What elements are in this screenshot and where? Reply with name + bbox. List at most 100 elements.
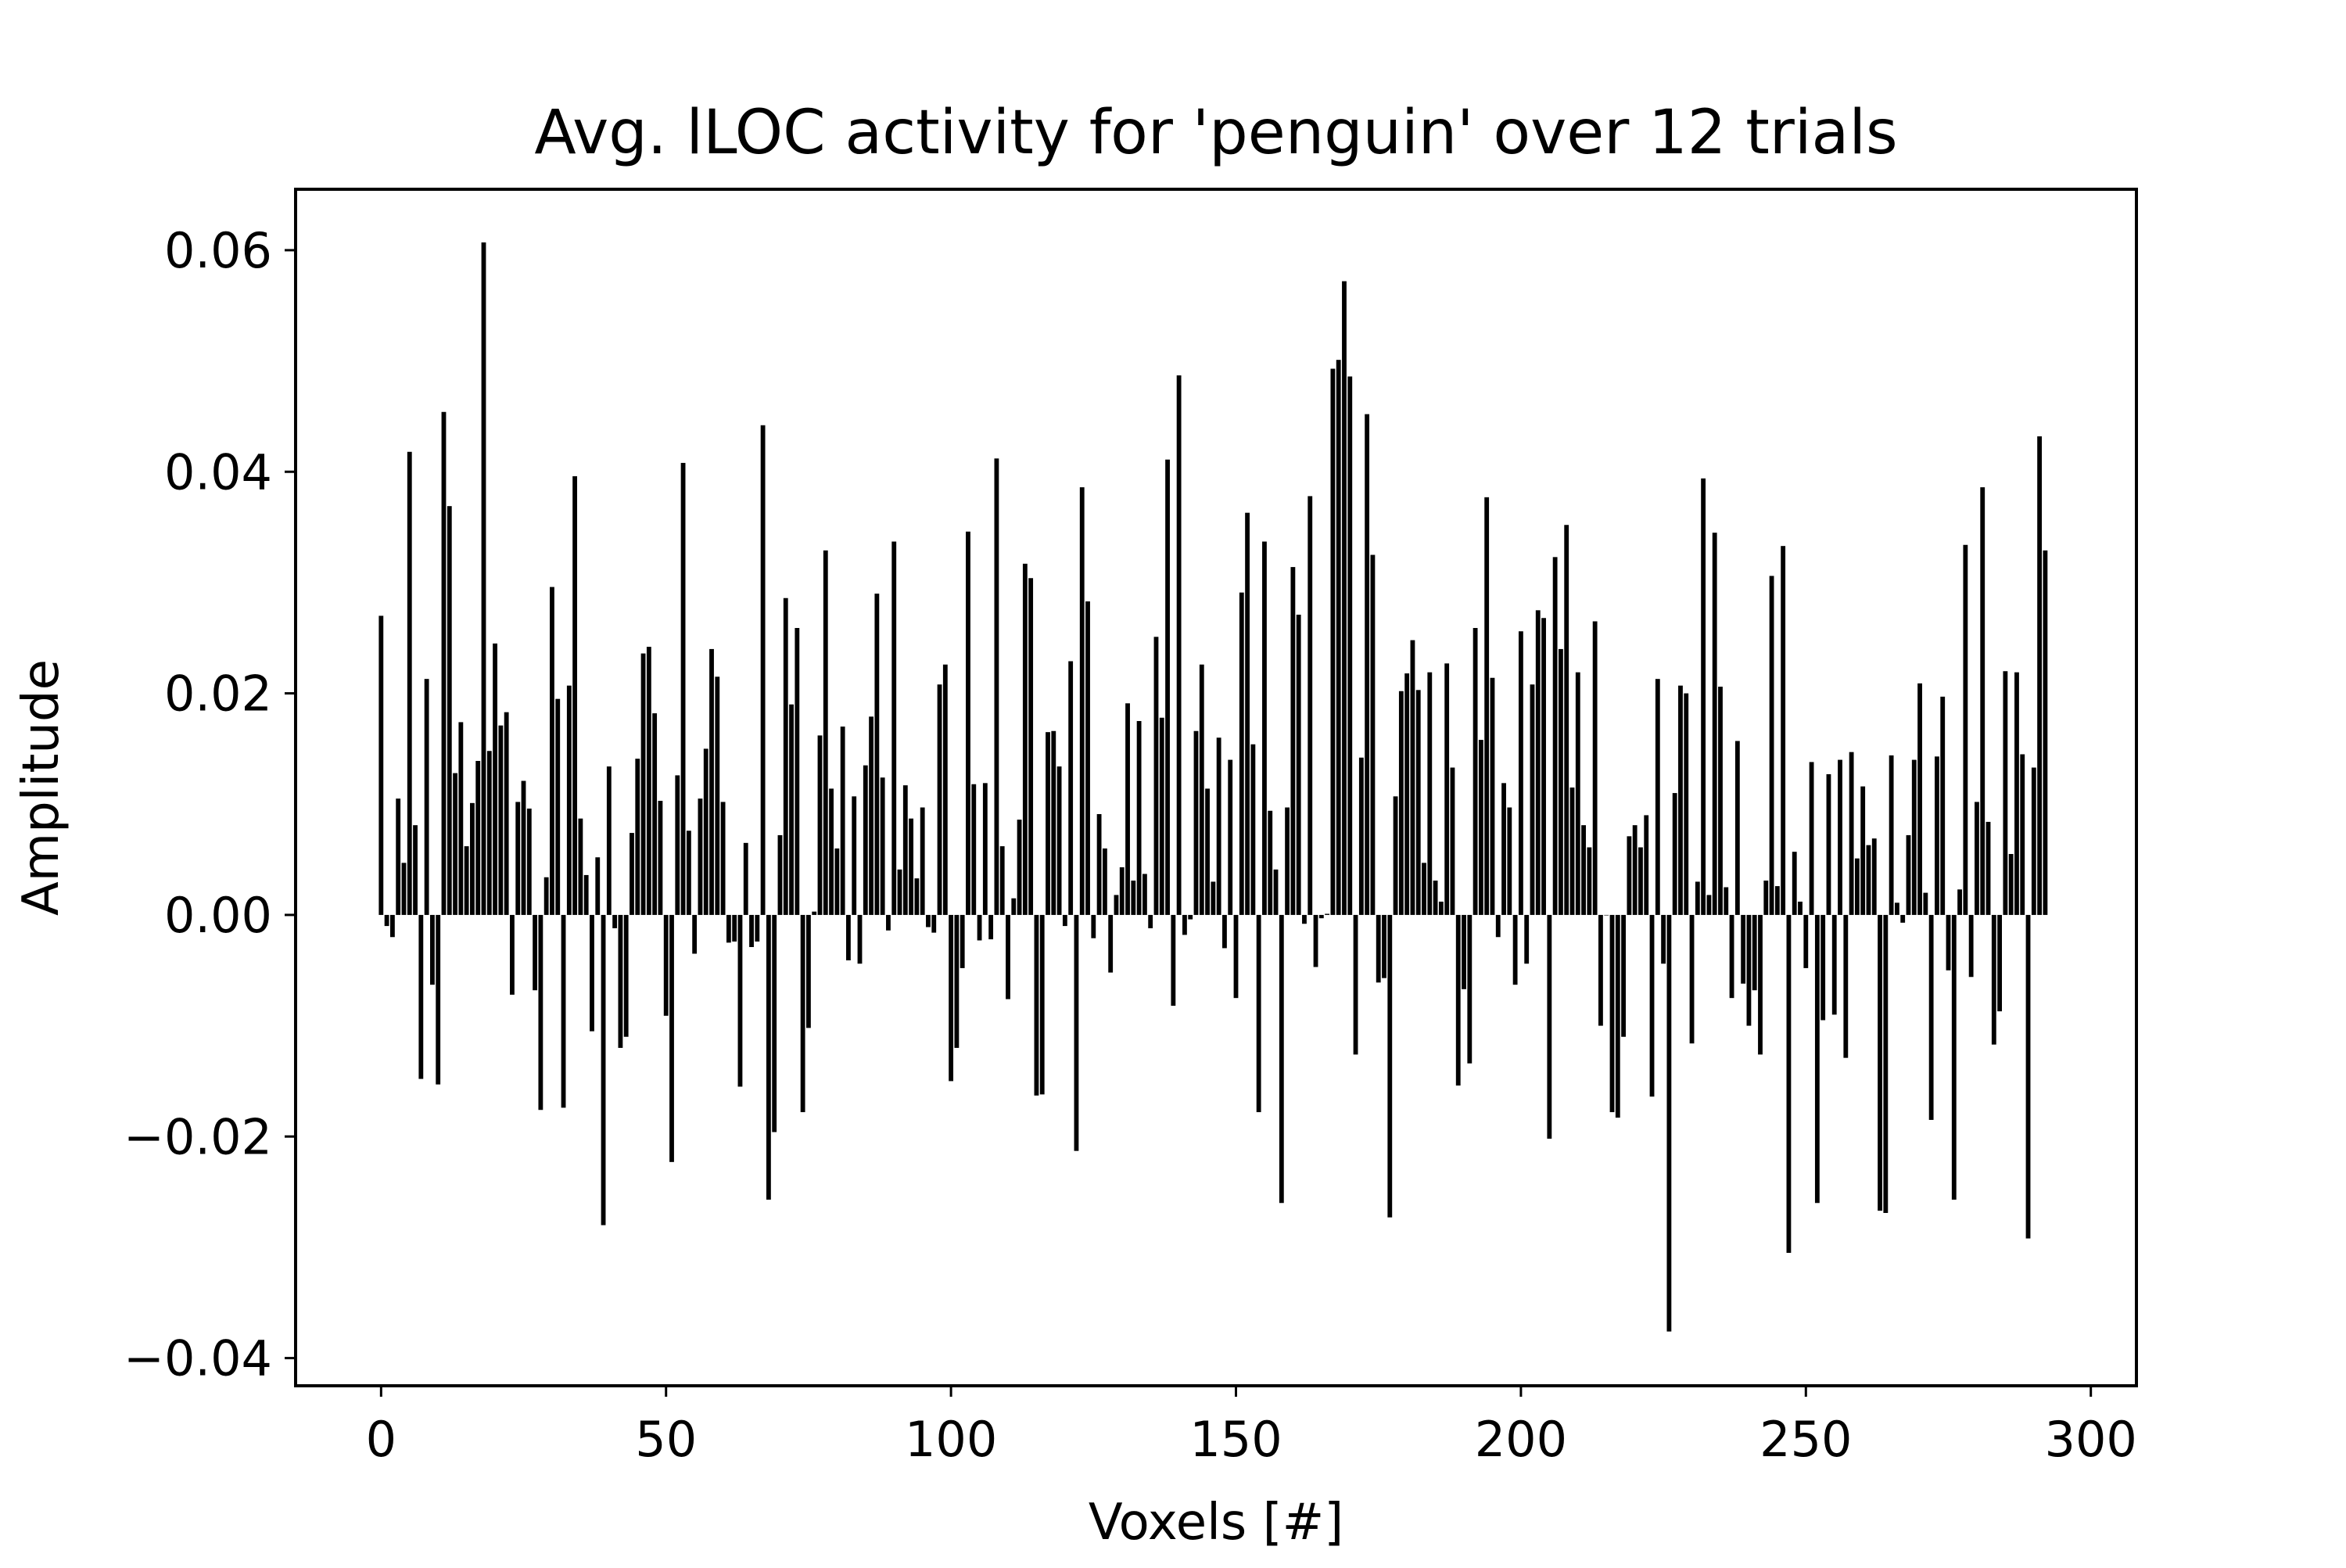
bar-voxel-225 [1661,914,1666,964]
bar-voxel-282 [1985,821,1991,915]
bar-voxel-136 [1153,637,1159,915]
bar-voxel-207 [1559,648,1563,915]
bar-voxel-196 [1495,914,1501,938]
bar-voxel-44 [630,833,634,915]
x-axis-ticks: 0 50 100 150 200 250 300 [366,1386,2137,1468]
bar-voxel-283 [1991,914,1996,1045]
bar-voxel-107 [988,914,994,940]
bar-voxel-91 [897,869,902,915]
bar-voxel-190 [1462,914,1466,989]
bar-voxel-278 [1963,544,1968,915]
bar-voxel-287 [2014,672,2019,915]
bar-voxel-2 [389,914,395,938]
bar-voxel-242 [1758,914,1763,1055]
bar-voxel-163 [1308,496,1313,915]
bar-voxel-94 [914,878,920,915]
bar-voxel-176 [1382,914,1386,978]
bar-voxel-96 [926,914,931,928]
x-tick-label: 250 [1760,1411,1852,1468]
bar-voxel-230 [1689,914,1695,1044]
bar-voxel-245 [1774,886,1780,915]
bar-voxel-285 [2003,671,2008,915]
bar-voxel-157 [1273,869,1279,915]
bar-voxel-134 [1142,874,1147,915]
bar-voxel-238 [1734,741,1740,915]
bar-voxel-263 [1878,914,1882,1211]
bar-voxel-165 [1318,914,1324,919]
bar-voxel-116 [1039,914,1045,1095]
bar-voxel-82 [846,914,851,960]
y-tick-label: 0.00 [164,887,272,944]
bar-voxel-79 [829,788,834,915]
bar-voxel-275 [1946,914,1951,971]
bar-voxel-255 [1831,914,1837,1015]
bar-voxel-142 [1188,914,1193,920]
bar-voxel-260 [1860,786,1866,915]
x-tick-label: 150 [1189,1411,1282,1468]
bar-voxel-228 [1678,685,1683,915]
bar-voxel-112 [1017,820,1022,915]
bar-voxel-55 [692,914,698,954]
bar-voxel-137 [1159,717,1164,915]
bar-voxel-192 [1473,628,1478,915]
bar-voxel-63 [737,914,743,1087]
bar-voxel-90 [891,541,897,915]
x-tick-label: 0 [366,1411,396,1468]
bar-voxel-221 [1638,847,1643,915]
bar-voxel-5 [407,451,412,915]
bar-voxel-200 [1518,631,1523,915]
bar-voxel-205 [1547,914,1552,1139]
bar-voxel-24 [515,802,521,915]
bar-voxel-122 [1074,914,1079,1151]
bar-voxel-150 [1233,914,1239,999]
bar-voxel-232 [1701,478,1706,915]
bar-voxel-216 [1609,914,1615,1113]
bar-voxel-188 [1450,767,1455,915]
x-tick-label: 50 [635,1411,697,1468]
bar-voxel-243 [1763,881,1769,915]
bar-voxel-147 [1216,737,1221,915]
bar-voxel-120 [1062,914,1067,927]
bar-voxel-276 [1951,914,1957,1200]
bar-voxel-277 [1957,889,1962,915]
bar-voxel-101 [954,914,960,1048]
bar-voxel-113 [1022,563,1028,915]
bar-voxel-199 [1512,914,1518,985]
bar-voxel-151 [1239,592,1244,915]
bar-voxel-198 [1507,807,1512,915]
bar-voxel-249 [1798,901,1803,915]
bar-voxel-146 [1211,881,1216,915]
bar-voxel-189 [1455,914,1461,1086]
bar-voxel-180 [1404,673,1410,915]
bar-voxel-219 [1627,836,1632,915]
bar-voxel-128 [1108,914,1114,973]
y-axis-label: Amplitude [13,659,70,916]
bar-voxel-78 [823,550,828,915]
bar-voxel-19 [486,751,492,915]
bar-voxel-93 [909,818,914,915]
bar-voxel-53 [680,462,686,915]
bar-voxel-181 [1410,640,1415,915]
bar-voxel-51 [669,914,674,1162]
bar-voxel-18 [481,242,486,915]
bar-voxel-143 [1193,730,1199,915]
bar-voxel-135 [1148,914,1153,928]
bar-voxel-140 [1176,375,1182,915]
y-axis-ticks: −0.04 −0.02 0.00 0.02 0.04 0.06 [124,222,296,1387]
bar-voxel-100 [949,914,954,1082]
bar-voxel-87 [874,594,880,915]
bar-voxel-215 [1604,914,1609,916]
bar-voxel-240 [1746,914,1752,1026]
bar-voxel-201 [1524,914,1530,964]
bar-voxel-268 [1906,834,1911,915]
bar-voxel-15 [464,846,469,915]
bar-voxel-126 [1096,814,1102,915]
bar-voxel-40 [606,766,612,915]
bar-voxel-130 [1119,867,1125,915]
bar-voxel-0 [378,615,384,915]
plot-area-frame [294,188,2138,1387]
bar-voxel-127 [1102,848,1107,915]
bar-voxel-74 [800,914,805,1113]
bar-voxel-214 [1598,914,1603,1026]
